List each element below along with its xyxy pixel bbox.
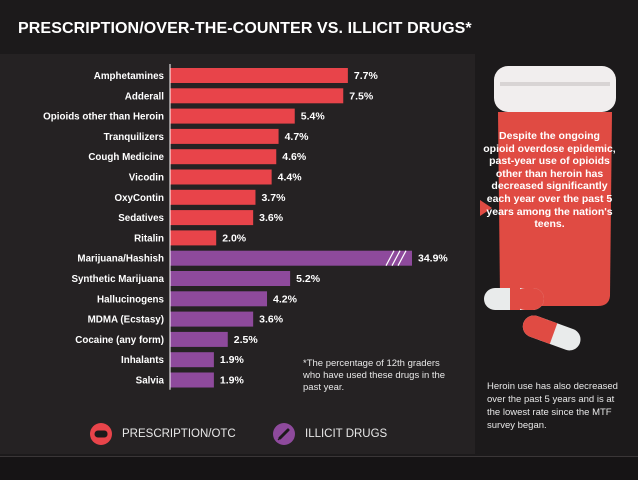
pill-bottle-illustration xyxy=(480,66,616,351)
category-label-inhalants: Inhalants xyxy=(121,355,165,366)
footnote: *The percentage of 12th graders who have… xyxy=(303,358,446,393)
category-label-adderall: Adderall xyxy=(125,91,164,102)
category-label-mdma-ecstasy: MDMA (Ecstasy) xyxy=(88,315,164,326)
value-label-oxycontin: 3.7% xyxy=(261,192,286,204)
heroin-note: Heroin use has also decreased over the p… xyxy=(487,381,618,431)
bar-cocaine-any-form xyxy=(170,331,228,347)
bar-mdma-ecstasy xyxy=(170,311,254,327)
category-label-opioids-other-than-heroin: Opioids other than Heroin xyxy=(43,112,164,123)
legend-label-illicit: ILLICIT DRUGS xyxy=(305,428,388,440)
value-label-synthetic-marijuana: 5.2% xyxy=(296,273,321,285)
value-label-marijuana-hashish: 34.9% xyxy=(418,253,448,265)
category-label-hallucinogens: Hallucinogens xyxy=(97,294,165,305)
syringe-icon xyxy=(273,423,295,445)
category-label-sedatives: Sedatives xyxy=(118,213,164,224)
bar-hallucinogens xyxy=(170,291,268,307)
bar-oxycontin xyxy=(170,189,256,205)
bar-vicodin xyxy=(170,169,272,185)
value-label-cocaine-any-form: 2.5% xyxy=(234,334,259,346)
legend-label-prescription: PRESCRIPTION/OTC xyxy=(122,428,236,440)
title-band xyxy=(0,0,638,54)
category-label-vicodin: Vicodin xyxy=(129,173,164,184)
value-label-adderall: 7.5% xyxy=(349,90,374,102)
axis-break-mark-3 xyxy=(385,250,395,266)
bar-sedatives xyxy=(170,210,254,226)
bar-synthetic-marijuana xyxy=(170,271,291,286)
chart-title: PRESCRIPTION/OVER-THE-COUNTER VS. ILLICI… xyxy=(18,20,472,37)
value-label-inhalants: 1.9% xyxy=(220,354,245,366)
category-label-cough-medicine: Cough Medicine xyxy=(88,152,164,163)
category-label-salvia: Salvia xyxy=(136,376,165,387)
category-label-oxycontin: OxyContin xyxy=(114,193,164,204)
bar-inhalants xyxy=(170,352,214,368)
bar-adderall xyxy=(170,88,344,104)
category-label-cocaine-any-form: Cocaine (any form) xyxy=(75,335,164,346)
value-label-ritalin: 2.0% xyxy=(222,232,247,244)
value-label-mdma-ecstasy: 3.6% xyxy=(259,314,284,326)
category-label-tranquilizers: Tranquilizers xyxy=(104,132,165,143)
bottle-body xyxy=(480,112,612,306)
value-label-tranquilizers: 4.7% xyxy=(285,131,310,143)
category-label-marijuana-hashish: Marijuana/Hashish xyxy=(77,254,164,265)
legend-prescription: PRESCRIPTION/OTC xyxy=(90,422,236,446)
bar-salvia xyxy=(170,372,214,388)
bar-amphetamines xyxy=(170,68,348,83)
axis-break-mark-1 xyxy=(397,250,407,266)
loose-pill-1 xyxy=(484,288,544,310)
opioid-callout: Despite the ongoing opioid overdose epid… xyxy=(483,130,616,231)
category-label-synthetic-marijuana: Synthetic Marijuana xyxy=(71,274,164,285)
bar-chart: Amphetamines 7.7% Adderall 7.5% Opioids othe… xyxy=(43,64,448,390)
bottom-band xyxy=(0,456,638,480)
value-label-amphetamines: 7.7% xyxy=(354,70,379,82)
value-label-salvia: 1.9% xyxy=(220,375,245,387)
value-label-opioids-other-than-heroin: 5.4% xyxy=(301,111,326,123)
axis-break-mark-2 xyxy=(391,250,401,266)
value-label-cough-medicine: 4.6% xyxy=(282,151,307,163)
bar-tranquilizers xyxy=(170,128,279,144)
pill-icon xyxy=(90,423,112,445)
bar-ritalin xyxy=(170,230,217,246)
value-label-hallucinogens: 4.2% xyxy=(273,293,298,305)
category-label-amphetamines: Amphetamines xyxy=(94,71,165,82)
bar-cough-medicine xyxy=(170,149,277,165)
bar-opioids-other-than-heroin xyxy=(170,108,295,124)
category-label-ritalin: Ritalin xyxy=(134,233,164,244)
bar-marijuana-hashish xyxy=(170,250,412,266)
legend-illicit: ILLICIT DRUGS xyxy=(273,422,387,446)
value-label-sedatives: 3.6% xyxy=(259,212,284,224)
value-label-vicodin: 4.4% xyxy=(278,172,303,184)
bottle-cap xyxy=(494,66,616,112)
loose-pill-2 xyxy=(522,315,581,351)
